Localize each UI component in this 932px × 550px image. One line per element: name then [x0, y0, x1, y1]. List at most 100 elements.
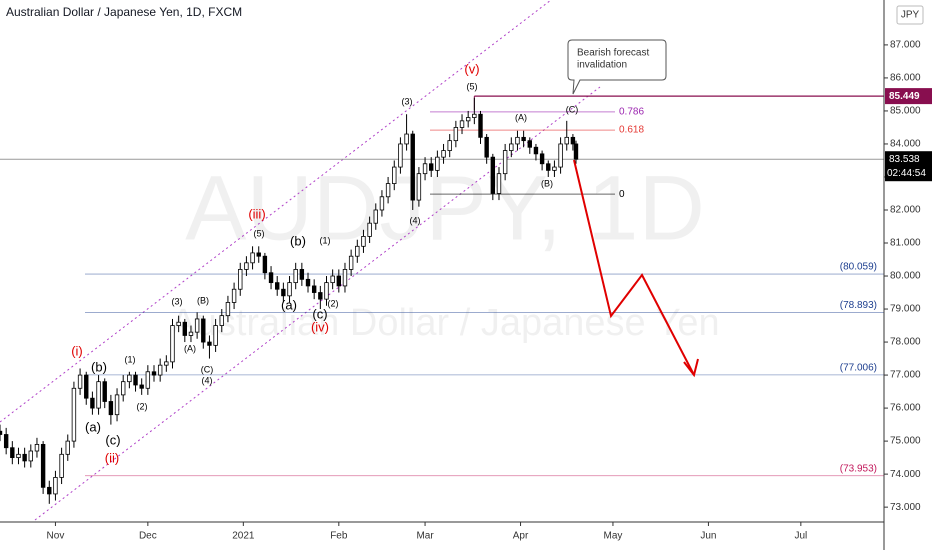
candle-body [145, 371, 151, 389]
wave-label: (5) [254, 228, 265, 238]
x-tick-label: May [603, 531, 622, 542]
candle-body [564, 136, 569, 145]
wave-label: (b) [91, 359, 107, 374]
fib-label: 0 [619, 189, 625, 200]
candle-body [157, 364, 163, 376]
candle-body [127, 374, 132, 383]
watermark-name: Australian Dollar / Japanese Yen [170, 302, 719, 344]
candle-body [84, 374, 89, 399]
candle-body [404, 133, 409, 145]
invalidation-badge [885, 88, 932, 105]
wave-label: (iv) [311, 319, 329, 334]
wave-label: (C) [201, 364, 214, 374]
callout-text: Bearish forecast [577, 48, 649, 59]
candle-body [250, 252, 255, 264]
wave-label: (3) [172, 296, 183, 306]
candle-body [502, 150, 508, 175]
x-tick-label: 2021 [232, 531, 255, 542]
y-tick-label: 76.000 [890, 403, 921, 414]
candle-body [213, 325, 218, 346]
wave-label: (c) [105, 432, 120, 447]
candle-body [373, 209, 378, 224]
candle-body [22, 453, 27, 462]
candle-body [342, 269, 348, 287]
y-tick-label: 87.000 [890, 40, 921, 51]
candle-body [299, 269, 305, 280]
wave-label: (b) [290, 233, 306, 248]
candle-body [305, 278, 311, 287]
candle-body [527, 140, 532, 148]
candle-body [16, 453, 21, 459]
candle-body [133, 374, 138, 386]
candle-body [10, 447, 15, 459]
candle-body [552, 166, 557, 171]
candle-body [490, 156, 496, 194]
y-tick-label: 79.000 [890, 304, 921, 315]
candle-body [287, 282, 292, 297]
candle-body [478, 113, 483, 138]
candle-body [0, 430, 3, 435]
candle-body [59, 453, 64, 478]
candle-body [77, 374, 83, 389]
candle-body [225, 302, 231, 317]
candle-body [188, 331, 194, 336]
candle-body [558, 143, 563, 168]
wave-label: (c) [312, 306, 327, 321]
wave-label: (i) [71, 343, 83, 358]
candle-body [65, 440, 70, 455]
candle-body [330, 275, 335, 284]
candle-body [293, 269, 298, 284]
wave-label: (2) [328, 298, 339, 308]
candle-body [90, 397, 95, 409]
y-tick-label: 84.000 [890, 139, 921, 150]
y-tick-label: 86.000 [890, 73, 921, 84]
x-tick-label: Apr [513, 531, 529, 542]
candle-body [3, 434, 9, 449]
candle-body [385, 183, 391, 198]
wave-label: (B) [197, 295, 209, 305]
y-tick-label: 82.000 [890, 205, 921, 216]
x-tick-label: Jun [700, 531, 716, 542]
candle-body [176, 321, 181, 326]
candle-body [379, 196, 385, 211]
candle-body [96, 381, 101, 409]
callout-text: invalidation [577, 60, 627, 71]
candle-body [139, 384, 144, 389]
wave-label: (ii) [105, 450, 119, 465]
candle-body [53, 477, 58, 495]
fib-label: 0.618 [619, 125, 644, 136]
wave-label: (C) [566, 104, 579, 114]
candle-body [521, 136, 526, 142]
candle-body [422, 163, 428, 175]
candle-body [570, 136, 576, 145]
candle-body [275, 282, 280, 290]
candle-body [207, 341, 212, 346]
wave-label: (A) [184, 343, 196, 353]
candle-body [515, 136, 520, 145]
y-tick-label: 77.000 [890, 370, 921, 381]
target-label: (78.893) [840, 300, 877, 311]
wave-label: (A) [515, 112, 527, 122]
candle-body [324, 282, 329, 300]
candle-body [102, 381, 107, 402]
currency: JPY [901, 10, 920, 21]
candle-body [484, 136, 489, 158]
forecast-path [573, 159, 694, 374]
y-tick-label: 74.000 [890, 469, 921, 480]
candle-body [244, 262, 249, 270]
candle-body [453, 127, 459, 142]
candle-body [238, 269, 243, 290]
target-label: (73.953) [840, 463, 877, 474]
wave-label: (1) [320, 235, 331, 245]
candle-body [348, 255, 354, 270]
wave-label: (5) [467, 81, 478, 91]
candle-body [355, 245, 360, 257]
candle-body [546, 163, 551, 171]
candle-body [194, 318, 200, 333]
countdown: 02:44:54 [887, 168, 926, 179]
wave-label: (a) [85, 419, 101, 434]
candle-body [71, 387, 77, 442]
candle-body [447, 140, 452, 151]
